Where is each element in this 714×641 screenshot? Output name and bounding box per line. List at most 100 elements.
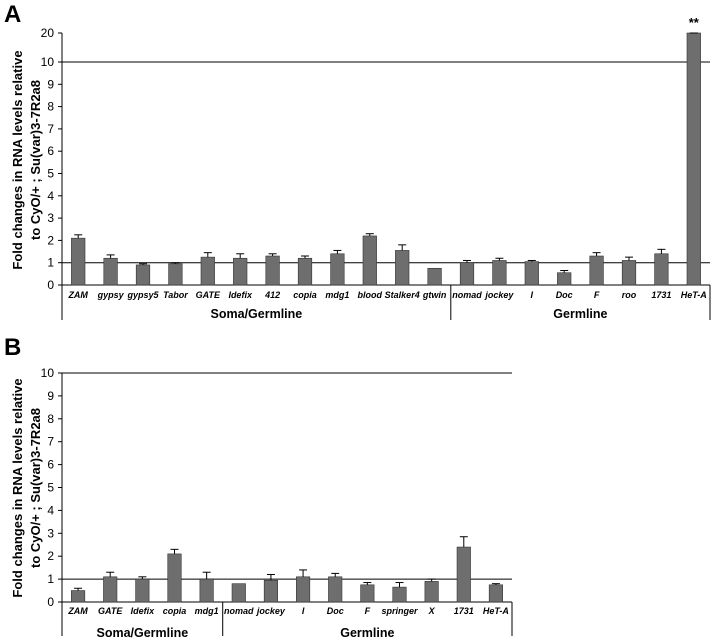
panel-a-ytick-label: 3 xyxy=(47,211,54,225)
panel-a-bar xyxy=(297,257,313,286)
panel-a-ytick-label: 2 xyxy=(47,233,54,247)
panel-b-bar xyxy=(456,546,471,603)
panel-b-category-label: mdg1 xyxy=(195,606,219,616)
panel-b-letter: B xyxy=(4,334,21,361)
panel-b-ytick-label: 4 xyxy=(47,503,54,517)
panel-a-category-label: jockey xyxy=(484,290,514,300)
panel-a-bar xyxy=(459,262,475,286)
panel-b-ytick-label: 6 xyxy=(47,458,54,472)
panel-a-ytick-label: 1 xyxy=(47,256,54,270)
panel-b-bar xyxy=(71,590,86,603)
panel-a-category-label: HeT-A xyxy=(681,290,707,300)
panel-a-category-label: GATE xyxy=(196,290,221,300)
panel-b-bar xyxy=(231,583,246,603)
panel-a-bar xyxy=(654,253,669,286)
panel-a-ytick-label: 9 xyxy=(47,77,54,91)
panel-a-category-label: nomad xyxy=(452,290,482,300)
panel-b-group-label: Soma/Germline xyxy=(97,626,189,640)
panel-a-ytick-label: 20 xyxy=(41,26,55,40)
panel-b-ylabel-line-2: to CyO/+ ; Su(var)3-7R2a8 xyxy=(28,408,43,568)
panel-b-bar xyxy=(199,578,214,603)
panel-b-bar xyxy=(424,581,439,603)
panel-a-bar xyxy=(621,260,637,286)
panel-a-ytick-label: 7 xyxy=(47,122,54,136)
panel-a-category-label: gtwin xyxy=(422,290,447,300)
panel-a-ytick-label: 8 xyxy=(47,100,54,114)
panel-a-ytick-label: 0 xyxy=(47,278,54,292)
panel-b-category-label: F xyxy=(365,606,371,616)
panel-b-category-label: copia xyxy=(163,606,187,616)
panel-b-category-label: springer xyxy=(381,606,418,616)
panel-b-ytick-label: 5 xyxy=(47,481,54,495)
panel-a-category-label: I xyxy=(531,290,534,300)
panel-a-bar xyxy=(135,264,151,286)
panel-a-bar xyxy=(589,255,604,286)
panel-a-category-label: copia xyxy=(293,290,317,300)
panel-b-bar xyxy=(360,584,375,603)
panel-a-significance-annotation: ** xyxy=(689,15,700,30)
panel-a-bar xyxy=(233,257,248,286)
panel-a-ytick-label: 4 xyxy=(47,189,54,203)
panel-a-category-label: Doc xyxy=(556,290,573,300)
panel-a-bar xyxy=(557,272,572,286)
panel-b-ytick-label: 7 xyxy=(47,435,54,449)
panel-b-ytick-label: 10 xyxy=(41,366,55,380)
panel-a-bar xyxy=(330,253,345,286)
panel-b-bar xyxy=(392,586,407,603)
panel-b-category-label: 1731 xyxy=(454,606,474,616)
panel-b-bar xyxy=(135,578,150,603)
panel-a-bar xyxy=(265,255,280,286)
panel-b-ytick-label: 3 xyxy=(47,526,54,540)
panel-a-ytick-label: 6 xyxy=(47,144,54,158)
panel-a-category-label: F xyxy=(594,290,600,300)
panel-b-category-label: nomad xyxy=(224,606,254,616)
panel-a-category-label: Idefix xyxy=(228,290,253,300)
panel-a-bar xyxy=(362,235,377,286)
panel-b-category-label: I xyxy=(302,606,305,616)
panel-b-bar xyxy=(103,576,118,603)
panel-b-ytick-label: 8 xyxy=(47,412,54,426)
panel-a-category-label: Tabor xyxy=(163,290,188,300)
panel-a-category-label: roo xyxy=(622,290,637,300)
panel-a-bar xyxy=(686,32,701,286)
panel-b-category-label: Idefix xyxy=(131,606,156,616)
panel-b-category-label: ZAM xyxy=(67,606,88,616)
panel-a-bar xyxy=(71,237,86,286)
panel-a-ytick-label: 5 xyxy=(47,167,54,181)
panel-a-category-label: Stalker4 xyxy=(385,290,420,300)
panel-a-category-label: 1731 xyxy=(651,290,671,300)
panel-b-group-label: Germline xyxy=(340,626,394,640)
panel-a-bar xyxy=(395,250,410,286)
panel-b-bar xyxy=(296,576,311,603)
panel-a-bar xyxy=(200,256,215,286)
panel-a-ylabel-line-1: Fold changes in RNA levels relative xyxy=(10,50,25,269)
panel-a-category-label: 412 xyxy=(264,290,280,300)
panel-a-bar xyxy=(168,263,183,286)
panel-a-bar xyxy=(427,267,442,286)
panel-b-bar xyxy=(328,576,343,603)
panel-a-group-label: Germline xyxy=(553,307,607,321)
panel-b-ytick-label: 1 xyxy=(47,572,54,586)
panel-a-group-label: Soma/Germline xyxy=(211,307,303,321)
panel-b-bar xyxy=(167,553,182,603)
panel-b-ylabel-line-1: Fold changes in RNA levels relative xyxy=(10,378,25,597)
panel-a-letter: A xyxy=(4,1,21,28)
panel-b-bar xyxy=(488,584,503,603)
panel-a-bar xyxy=(492,260,507,286)
panel-a-bar xyxy=(103,257,118,286)
panel-b-bar xyxy=(263,579,278,603)
panel-a-ytick-label: 10 xyxy=(41,55,55,69)
panel-a-bar xyxy=(524,261,539,286)
panel-b-category-label: Doc xyxy=(327,606,344,616)
panel-b-category-label: GATE xyxy=(98,606,123,616)
panel-b-ytick-label: 0 xyxy=(47,595,54,609)
panel-b-ytick-label: 2 xyxy=(47,549,54,563)
panel-a-category-label: gypsy5 xyxy=(126,290,159,300)
panel-a-category-label: blood xyxy=(358,290,383,300)
panel-b-ytick-label: 9 xyxy=(47,389,54,403)
panel-a-category-label: gypsy xyxy=(97,290,125,300)
panel-a-category-label: mdg1 xyxy=(325,290,349,300)
panel-b-category-label: jockey xyxy=(256,606,286,616)
panel-a-category-label: ZAM xyxy=(67,290,88,300)
